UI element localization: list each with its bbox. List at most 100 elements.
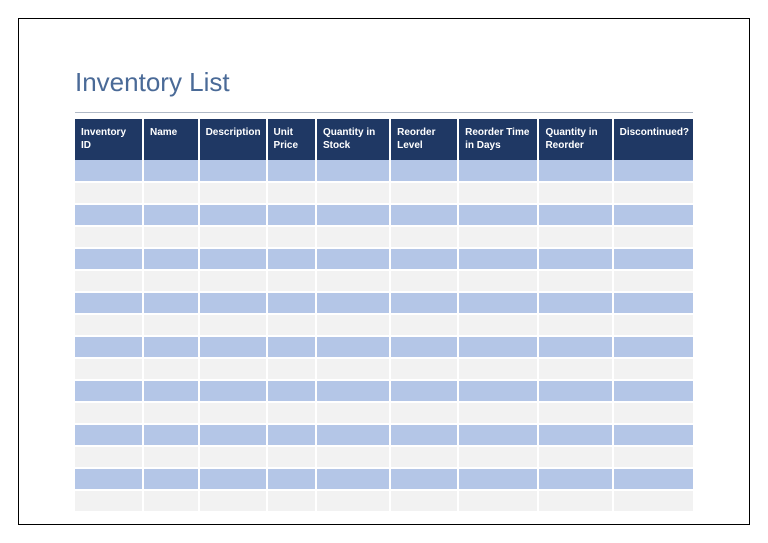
table-cell	[75, 380, 143, 402]
table-cell	[143, 270, 199, 292]
table-cell	[199, 292, 267, 314]
table-cell	[75, 270, 143, 292]
table-cell	[538, 402, 612, 424]
table-cell	[316, 292, 390, 314]
table-row	[75, 380, 693, 402]
table-cell	[390, 490, 458, 512]
table-cell	[390, 336, 458, 358]
table-cell	[458, 314, 538, 336]
table-cell	[143, 380, 199, 402]
table-cell	[143, 248, 199, 270]
table-cell	[613, 292, 693, 314]
table-cell	[613, 226, 693, 248]
table-cell	[390, 380, 458, 402]
table-cell	[390, 226, 458, 248]
table-cell	[390, 468, 458, 490]
table-cell	[613, 204, 693, 226]
table-cell	[143, 358, 199, 380]
table-cell	[458, 226, 538, 248]
table-cell	[390, 314, 458, 336]
table-cell	[267, 160, 316, 182]
table-cell	[538, 336, 612, 358]
table-row	[75, 446, 693, 468]
table-cell	[267, 490, 316, 512]
table-cell	[613, 424, 693, 446]
table-cell	[199, 490, 267, 512]
table-cell	[267, 468, 316, 490]
table-cell	[538, 490, 612, 512]
table-cell	[538, 160, 612, 182]
table-cell	[75, 446, 143, 468]
table-cell	[143, 336, 199, 358]
table-cell	[316, 270, 390, 292]
table-cell	[143, 314, 199, 336]
table-cell	[538, 292, 612, 314]
table-cell	[75, 182, 143, 204]
table-header-cell: Quantity in Reorder	[538, 119, 612, 160]
table-cell	[143, 226, 199, 248]
table-cell	[267, 336, 316, 358]
table-cell	[458, 468, 538, 490]
table-cell	[458, 160, 538, 182]
table-cell	[143, 292, 199, 314]
table-row	[75, 204, 693, 226]
table-cell	[267, 358, 316, 380]
table-cell	[458, 248, 538, 270]
table-cell	[613, 358, 693, 380]
table-cell	[199, 182, 267, 204]
table-cell	[75, 248, 143, 270]
table-cell	[538, 468, 612, 490]
table-cell	[199, 446, 267, 468]
table-cell	[75, 314, 143, 336]
table-cell	[538, 424, 612, 446]
table-row	[75, 270, 693, 292]
table-header-cell: Reorder Level	[390, 119, 458, 160]
table-cell	[75, 402, 143, 424]
table-cell	[458, 380, 538, 402]
page-border: Inventory List Inventory IDNameDescripti…	[18, 18, 750, 525]
table-cell	[458, 204, 538, 226]
table-cell	[458, 336, 538, 358]
table-cell	[199, 424, 267, 446]
table-cell	[75, 204, 143, 226]
table-cell	[199, 358, 267, 380]
table-cell	[267, 292, 316, 314]
table-cell	[613, 248, 693, 270]
table-row	[75, 160, 693, 182]
table-cell	[613, 468, 693, 490]
table-cell	[538, 248, 612, 270]
table-header-cell: Quantity in Stock	[316, 119, 390, 160]
title-underline	[75, 112, 693, 113]
table-row	[75, 468, 693, 490]
table-cell	[458, 182, 538, 204]
table-cell	[143, 424, 199, 446]
table-cell	[267, 424, 316, 446]
table-cell	[613, 270, 693, 292]
table-header-cell: Discontinued?	[613, 119, 693, 160]
table-cell	[199, 160, 267, 182]
table-cell	[267, 182, 316, 204]
table-row	[75, 248, 693, 270]
table-row	[75, 314, 693, 336]
table-cell	[458, 446, 538, 468]
table-cell	[458, 358, 538, 380]
table-cell	[538, 270, 612, 292]
table-cell	[199, 226, 267, 248]
table-cell	[538, 314, 612, 336]
table-cell	[316, 314, 390, 336]
table-cell	[199, 270, 267, 292]
table-cell	[613, 490, 693, 512]
table-cell	[316, 490, 390, 512]
table-cell	[267, 270, 316, 292]
table-cell	[75, 490, 143, 512]
table-cell	[613, 160, 693, 182]
table-cell	[267, 446, 316, 468]
table-cell	[143, 204, 199, 226]
table-header-cell: Unit Price	[267, 119, 316, 160]
table-row	[75, 402, 693, 424]
table-cell	[75, 160, 143, 182]
table-cell	[458, 424, 538, 446]
table-cell	[390, 424, 458, 446]
table-cell	[390, 204, 458, 226]
table-cell	[267, 248, 316, 270]
